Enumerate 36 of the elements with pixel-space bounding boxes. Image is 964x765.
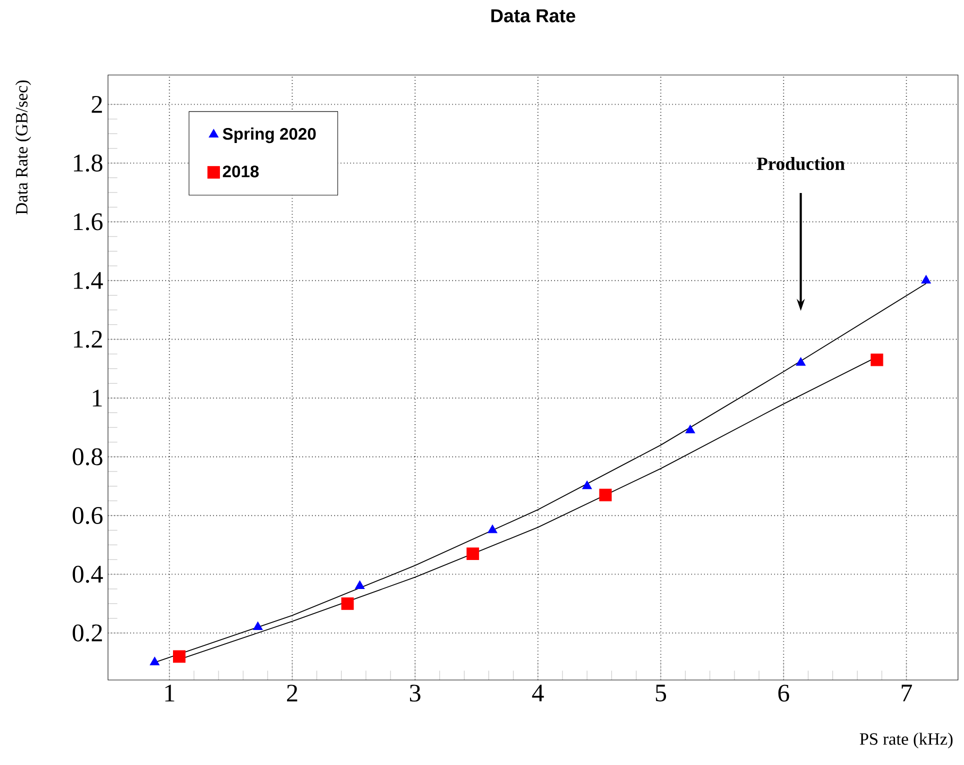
y-tick-label: 0.4 — [72, 566, 103, 583]
y-tick-label: 0.8 — [72, 448, 102, 466]
y-tick-label: 0.2 — [72, 624, 102, 642]
point — [466, 547, 480, 560]
point — [488, 524, 498, 534]
x-tick-label: 5 — [656, 684, 666, 702]
y-tick-label: 1.8 — [74, 154, 102, 172]
x-tick-label: 2 — [287, 684, 298, 702]
annotation: Production — [756, 156, 845, 170]
legend-label: 2018 — [222, 166, 259, 178]
point — [599, 488, 612, 502]
x-tick-label: 1 — [165, 684, 174, 702]
x-tick-label: 6 — [778, 684, 790, 702]
y-tick-label: 2 — [92, 96, 102, 113]
x-axis-title: PS rate (kHz) — [860, 732, 953, 748]
point — [870, 354, 884, 366]
y-tick-label: 1.6 — [74, 213, 103, 230]
point — [796, 357, 806, 366]
y-axis-title: Data Rate (GB/sec) — [15, 80, 32, 214]
point — [685, 424, 696, 434]
y-tick-label: 1.2 — [74, 330, 102, 348]
chart-title: Data Rate — [491, 9, 576, 22]
x-tick-label: 4 — [532, 684, 544, 702]
point — [341, 597, 354, 610]
y-tick-label: 1 — [92, 390, 102, 406]
y-tick-label: 1.4 — [74, 272, 103, 290]
legend-label: Spring 2020 — [222, 128, 316, 144]
point — [150, 656, 160, 666]
y-tick-label: 0.6 — [72, 506, 103, 524]
x-tick-label: 7 — [902, 684, 912, 702]
point — [173, 650, 186, 663]
point — [921, 275, 931, 284]
point — [354, 580, 365, 589]
point — [582, 480, 592, 490]
point — [252, 622, 263, 630]
x-tick-label: 3 — [410, 684, 420, 702]
